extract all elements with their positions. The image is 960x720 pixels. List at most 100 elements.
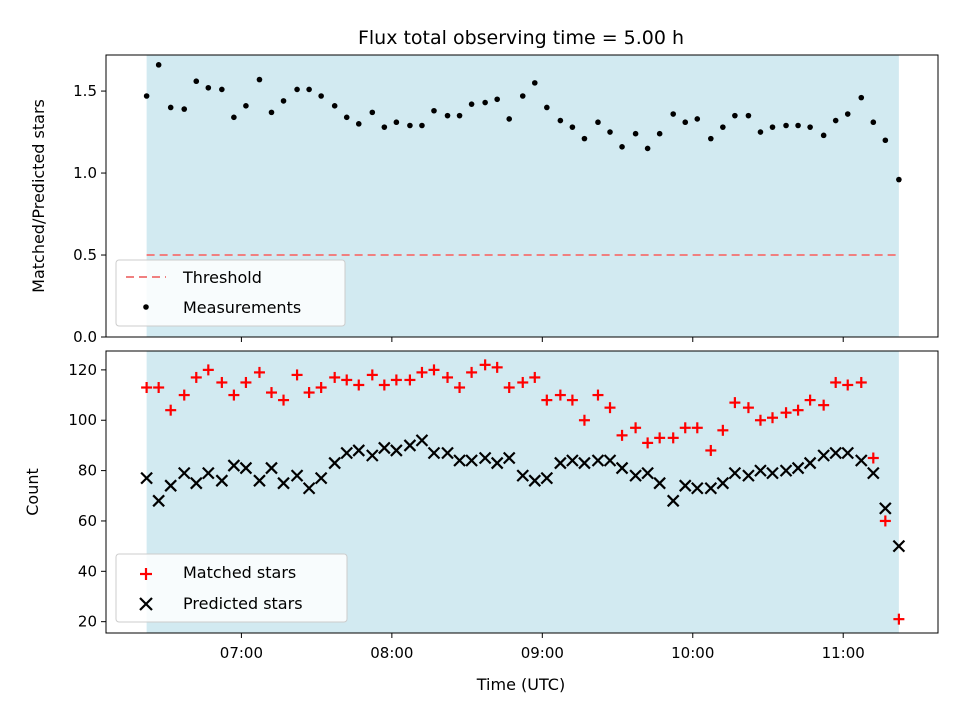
matched-star-point [153,382,165,394]
y-tick-label: 20 [78,613,97,631]
matched-star-point [341,374,353,386]
measurement-point [795,122,801,129]
matched-star-point [291,369,303,381]
matched-star-point [616,429,628,441]
matched-star-point [578,414,590,426]
predicted-star-point [340,446,354,460]
y-tick-label: 1.5 [73,82,97,100]
predicted-star-point [690,481,704,495]
predicted-star-point [766,466,779,480]
measurement-point [268,109,275,116]
measurement-point [444,112,451,119]
predicted-star-point [302,481,316,495]
bottom-y-axis: 20 40 60 80 100 120 [68,361,106,631]
measurement-point [294,86,300,93]
bottom-y-axis-label: Count [23,468,42,516]
predicted-star-point [478,451,492,465]
predicted-star-point [678,479,692,492]
bottom-legend-box [115,553,348,623]
measurement-point [607,129,613,135]
measurement-point [896,176,902,183]
predicted-star-point [742,469,755,482]
top-x-ticks [240,337,844,342]
matched-star-point [416,366,428,378]
x-tick-label: 10:00 [671,644,714,662]
measurement-point [632,130,639,137]
legend-measurements-label: Measurements [183,298,301,317]
y-tick-label: 60 [78,512,97,530]
predicted-star-point [277,476,290,490]
measurement-point [494,96,500,103]
matched-star-point [541,394,553,406]
matched-star-point [165,404,177,416]
predicted-star-point [554,456,567,470]
matched-star-point [253,366,265,378]
measurement-point [143,93,150,99]
x-axis-label: Time (UTC) [476,675,565,694]
matched-star-point [466,366,478,378]
predicted-star-point [591,454,605,467]
measurement-point [343,114,350,121]
predicted-star-point [615,461,629,475]
predicted-star-point [603,454,617,467]
matched-star-point [240,376,252,388]
measurement-point [243,103,249,109]
measurement-point [407,122,413,129]
x-tick-label: 11:00 [822,644,865,662]
matched-star-point [216,376,228,388]
predicted-star-point [803,456,817,470]
measurement-point [369,109,376,116]
measurement-point [544,104,550,111]
bottom-x-axis: 07:00 08:00 09:00 10:00 11:00 [220,633,865,662]
predicted-star-point [441,446,454,460]
matched-star-point [479,359,491,371]
matched-star-point [804,394,816,406]
measurement-point [557,117,564,124]
measurement-point [167,104,174,111]
predicted-star-point [490,456,504,470]
y-tick-label: 120 [68,361,97,379]
y-tick-label: 1.0 [73,164,97,182]
predicted-star-point [867,466,880,480]
predicted-stars-points [140,434,906,553]
predicted-star-point [164,479,177,492]
measurement-point [256,76,263,83]
measurement-point [393,119,400,126]
matched-star-point [228,389,240,401]
matched-star-point [667,432,679,444]
predicted-star-point [265,461,278,475]
matched-star-point [390,374,402,386]
measurement-point [280,98,287,104]
measurement-point [870,119,877,126]
measurement-point [720,124,726,130]
matched-star-point [190,371,202,383]
matched-star-point [742,402,754,414]
predicted-star-point [791,461,805,475]
y-tick-label: 0.5 [73,246,97,264]
matched-star-point [315,382,327,394]
predicted-star-point [754,464,767,477]
predicted-star-point [403,439,417,452]
matched-star-point [265,387,277,399]
predicted-star-point [629,469,642,482]
predicted-star-point [415,434,429,447]
matched-star-point [705,444,717,456]
predicted-star-point [202,466,215,480]
predicted-star-point [328,456,341,470]
predicted-star-point [140,471,153,485]
matched-star-point [679,422,691,434]
predicted-star-point [841,446,855,460]
matched-star-point [378,379,390,391]
matched-star-point [604,402,616,414]
measurement-point [644,145,651,152]
top-panel: 0.0 0.5 1.0 1.5 Flux total observing time =… [29,27,939,346]
measurement-point [595,119,601,126]
matched-star-point [767,412,779,424]
predicted-star-point [854,454,868,467]
predicted-star-point [314,471,328,485]
measurement-point [757,129,764,135]
predicted-star-point [378,441,391,455]
measurement-point [569,124,576,130]
predicted-star-point [516,469,530,482]
